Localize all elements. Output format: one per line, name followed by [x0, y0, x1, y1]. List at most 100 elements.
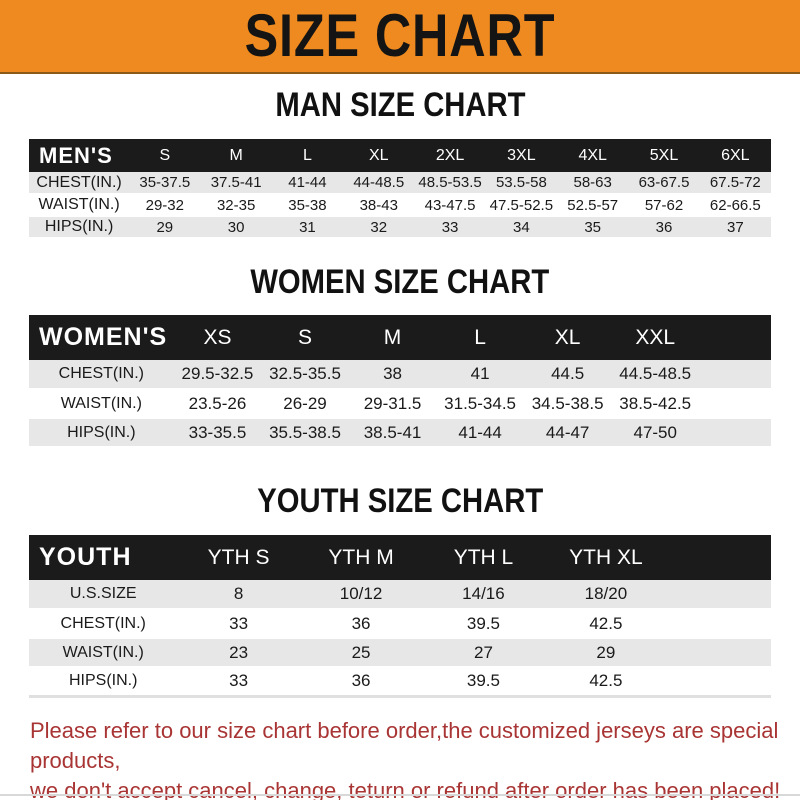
youth-section-heading: YOUTH SIZE CHART: [257, 482, 543, 520]
size-column-header: 2XL: [414, 139, 486, 172]
measure-label-cell: HIPS(IN.): [29, 418, 174, 447]
measure-label-cell: HIPS(IN.): [29, 216, 130, 238]
table-corner-label: WOMEN'S: [29, 315, 174, 360]
row-filler-cell: [667, 638, 771, 667]
page-title: SIZE CHART: [244, 2, 556, 69]
size-value-cell: 29-31.5: [348, 389, 437, 418]
disclaimer-text: Please refer to our size chart before or…: [30, 716, 800, 800]
table-row: HIPS(IN.) 29 30 31 32 33 34 35 36 37: [29, 216, 771, 238]
size-value-cell: 52.5-57: [557, 194, 629, 216]
size-value-cell: 44-47: [523, 418, 612, 447]
size-value-cell: 39.5: [422, 667, 545, 696]
size-value-cell: 23: [177, 638, 300, 667]
size-column-header: XS: [173, 315, 262, 360]
size-value-cell: 29: [544, 638, 668, 667]
size-value-cell: 36: [299, 667, 423, 696]
size-value-cell: 53.5-58: [485, 172, 558, 194]
size-value-cell: 58-63: [557, 172, 629, 194]
size-value-cell: 57-62: [628, 194, 700, 216]
size-column-header: M: [200, 139, 272, 172]
table-corner-label: MEN'S: [29, 139, 130, 172]
size-value-cell: 48.5-53.5: [414, 172, 486, 194]
size-header-row: MEN'S S M L XL 2XL 3XL 4XL 5XL 6XL: [29, 139, 771, 172]
size-value-cell: 62-66.5: [699, 194, 771, 216]
size-value-cell: 26-29: [261, 389, 349, 418]
size-value-cell: 10/12: [299, 580, 423, 609]
table-row: WAIST(IN.) 23.5-26 26-29 29-31.5 31.5-34.5 34…: [29, 389, 771, 418]
size-column-header: YTH L: [422, 535, 545, 580]
table-row: CHEST(IN.) 29.5-32.5 32.5-35.5 38 41 44.5 44.5…: [29, 360, 771, 389]
size-value-cell: 38: [348, 360, 437, 389]
size-column-header: 3XL: [485, 139, 558, 172]
size-value-cell: 38.5-41: [348, 418, 437, 447]
size-value-cell: 34: [485, 216, 558, 238]
size-column-header: 5XL: [628, 139, 700, 172]
table-row: U.S.SIZE 8 10/12 14/16 18/20: [29, 580, 771, 609]
size-value-cell: 29.5-32.5: [173, 360, 262, 389]
measure-label-cell: CHEST(IN.): [29, 360, 174, 389]
size-value-cell: 44.5: [523, 360, 612, 389]
table-row: HIPS(IN.) 33-35.5 35.5-38.5 38.5-41 41-44 44-…: [29, 418, 771, 447]
size-value-cell: 32.5-35.5: [261, 360, 349, 389]
measure-label-cell: WAIST(IN.): [29, 194, 130, 216]
size-value-cell: 33: [414, 216, 486, 238]
size-value-cell: 41: [436, 360, 524, 389]
row-filler-cell: [667, 667, 771, 696]
size-value-cell: 37.5-41: [200, 172, 272, 194]
row-filler-cell: [699, 389, 771, 418]
size-value-cell: 36: [628, 216, 700, 238]
section-men: MAN SIZE CHART MEN'S S M L XL 2XL 3XL 4XL 5XL 6XL…: [0, 88, 800, 239]
size-value-cell: 29: [129, 216, 201, 238]
size-value-cell: 35.5-38.5: [261, 418, 349, 447]
size-column-header: YTH M: [299, 535, 423, 580]
size-value-cell: 25: [299, 638, 423, 667]
size-value-cell: 33: [177, 609, 300, 638]
size-value-cell: 35-38: [271, 194, 344, 216]
men-size-table: MEN'S S M L XL 2XL 3XL 4XL 5XL 6XL CHEST(IN.) 35-37…: [29, 139, 771, 239]
size-value-cell: 27: [422, 638, 545, 667]
table-row: CHEST(IN.) 35-37.5 37.5-41 41-44 44-48.5 48.5…: [29, 172, 771, 194]
size-column-header: S: [261, 315, 349, 360]
size-column-header: YTH XL: [544, 535, 668, 580]
size-value-cell: 47.5-52.5: [485, 194, 558, 216]
row-filler-cell: [699, 418, 771, 447]
size-value-cell: 63-67.5: [628, 172, 700, 194]
size-value-cell: 33-35.5: [173, 418, 262, 447]
size-column-header: XL: [523, 315, 612, 360]
table-row: CHEST(IN.) 33 36 39.5 42.5: [29, 609, 771, 638]
header-filler-cell: [667, 535, 771, 580]
size-value-cell: 29-32: [129, 194, 201, 216]
section-women: WOMEN SIZE CHART WOMEN'S XS S M L XL XXL CHEST(…: [0, 265, 800, 448]
row-filler-cell: [667, 580, 771, 609]
table-corner-label: YOUTH: [29, 535, 178, 580]
size-column-header: L: [436, 315, 524, 360]
size-value-cell: 41-44: [436, 418, 524, 447]
row-filler-cell: [667, 609, 771, 638]
measure-label-cell: CHEST(IN.): [29, 172, 130, 194]
size-value-cell: 33: [177, 667, 300, 696]
size-value-cell: 38.5-42.5: [611, 389, 700, 418]
size-value-cell: 35: [557, 216, 629, 238]
size-value-cell: 41-44: [271, 172, 344, 194]
size-column-header: L: [271, 139, 344, 172]
bottom-edge-line: [0, 794, 800, 796]
size-value-cell: 38-43: [343, 194, 415, 216]
women-section-heading: WOMEN SIZE CHART: [250, 263, 550, 301]
size-value-cell: 30: [200, 216, 272, 238]
measure-label-cell: U.S.SIZE: [29, 580, 178, 609]
size-value-cell: 31.5-34.5: [436, 389, 524, 418]
size-value-cell: 14/16: [422, 580, 545, 609]
section-youth: YOUTH SIZE CHART YOUTH YTH S YTH M YTH L YTH…: [0, 484, 800, 698]
size-value-cell: 43-47.5: [414, 194, 486, 216]
disclaimer-line-1: Please refer to our size chart before or…: [30, 717, 779, 773]
size-value-cell: 47-50: [611, 418, 700, 447]
size-value-cell: 32-35: [200, 194, 272, 216]
size-value-cell: 8: [177, 580, 300, 609]
size-value-cell: 44-48.5: [343, 172, 415, 194]
table-row: WAIST(IN.) 29-32 32-35 35-38 38-43 43-47.5 47.…: [29, 194, 771, 216]
header-filler-cell: [699, 315, 771, 360]
size-value-cell: 18/20: [544, 580, 668, 609]
size-value-cell: 39.5: [422, 609, 545, 638]
size-value-cell: 35-37.5: [129, 172, 201, 194]
size-value-cell: 34.5-38.5: [523, 389, 612, 418]
